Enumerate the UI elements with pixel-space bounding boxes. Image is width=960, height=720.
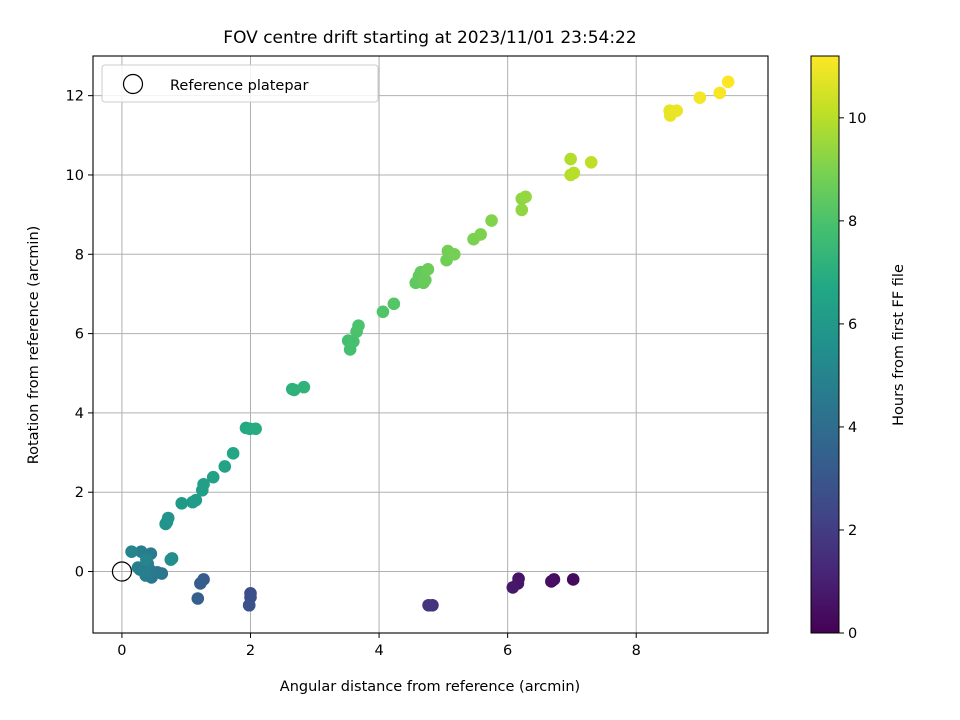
grid-lines bbox=[93, 56, 768, 633]
colorbar-tick-label: 8 bbox=[848, 214, 857, 230]
data-point bbox=[421, 263, 435, 276]
colorbar-tick-label: 10 bbox=[848, 111, 866, 127]
data-point bbox=[515, 203, 529, 217]
data-point bbox=[226, 447, 240, 460]
legend-label: Reference platepar bbox=[170, 78, 308, 94]
y-tick-label: 0 bbox=[75, 565, 84, 581]
x-tick-label: 0 bbox=[117, 643, 126, 659]
colorbar-tick-label: 0 bbox=[848, 626, 857, 642]
x-tick-label: 4 bbox=[374, 643, 383, 659]
data-point bbox=[721, 75, 735, 89]
x-tick-label: 2 bbox=[246, 643, 255, 659]
data-point bbox=[376, 305, 390, 319]
data-point bbox=[693, 91, 707, 104]
data-point bbox=[197, 477, 210, 491]
y-axis-ticks: 0 2 4 6 8 10 12 bbox=[66, 89, 93, 581]
data-point bbox=[164, 553, 178, 566]
data-point bbox=[242, 598, 256, 612]
colorbar-label: Hours from first FF file bbox=[891, 264, 907, 426]
data-point bbox=[506, 581, 520, 594]
data-point bbox=[584, 155, 598, 169]
y-tick-label: 8 bbox=[75, 247, 84, 263]
reference-marker-layer bbox=[111, 561, 133, 582]
legend-reference-marker bbox=[122, 73, 144, 95]
chart-title: FOV centre drift starting at 2023/11/01 … bbox=[223, 28, 636, 48]
scatter-points bbox=[125, 75, 735, 612]
data-point bbox=[670, 104, 684, 118]
y-axis-label: Rotation from reference (arcmin) bbox=[26, 226, 42, 465]
legend-box bbox=[101, 64, 379, 103]
colorbar-tick-label: 6 bbox=[848, 317, 857, 333]
y-tick-label: 4 bbox=[75, 406, 84, 422]
data-point bbox=[191, 592, 205, 605]
colorbar-ticks: 0 2 4 6 8 10 bbox=[839, 111, 866, 642]
data-point bbox=[140, 553, 153, 566]
data-point bbox=[485, 214, 498, 227]
y-tick-label: 12 bbox=[66, 89, 84, 105]
data-point bbox=[447, 247, 461, 261]
data-point bbox=[218, 460, 232, 473]
data-point bbox=[297, 380, 311, 394]
data-point bbox=[175, 497, 189, 510]
colorbar bbox=[810, 55, 840, 634]
data-point bbox=[567, 166, 581, 180]
data-point bbox=[189, 493, 203, 507]
data-point bbox=[161, 511, 175, 525]
data-point bbox=[206, 470, 220, 484]
data-point bbox=[519, 190, 532, 204]
data-point bbox=[474, 228, 487, 241]
data-point bbox=[564, 152, 577, 166]
data-point bbox=[419, 273, 432, 287]
data-point bbox=[125, 545, 138, 559]
y-tick-label: 6 bbox=[75, 327, 84, 343]
data-point bbox=[545, 575, 558, 588]
plot-frame bbox=[92, 55, 769, 634]
data-point bbox=[347, 335, 360, 348]
y-tick-label: 10 bbox=[66, 168, 84, 184]
colorbar-tick-label: 4 bbox=[848, 420, 857, 436]
data-point bbox=[422, 598, 435, 612]
x-tick-label: 8 bbox=[632, 643, 641, 659]
x-tick-label: 6 bbox=[503, 643, 512, 659]
data-point bbox=[249, 422, 262, 436]
data-point bbox=[713, 86, 727, 100]
data-point bbox=[287, 383, 301, 397]
colorbar-tick-label: 2 bbox=[848, 523, 857, 539]
x-axis-label: Angular distance from reference (arcmin) bbox=[280, 679, 580, 695]
legend: Reference platepar bbox=[101, 64, 379, 103]
data-point bbox=[566, 573, 580, 586]
x-axis-ticks: 0 2 4 6 8 bbox=[117, 633, 641, 659]
data-point bbox=[387, 297, 401, 311]
y-tick-label: 2 bbox=[75, 485, 84, 501]
data-point bbox=[352, 319, 365, 332]
reference-platepar-marker bbox=[111, 561, 133, 582]
data-point bbox=[194, 577, 207, 590]
